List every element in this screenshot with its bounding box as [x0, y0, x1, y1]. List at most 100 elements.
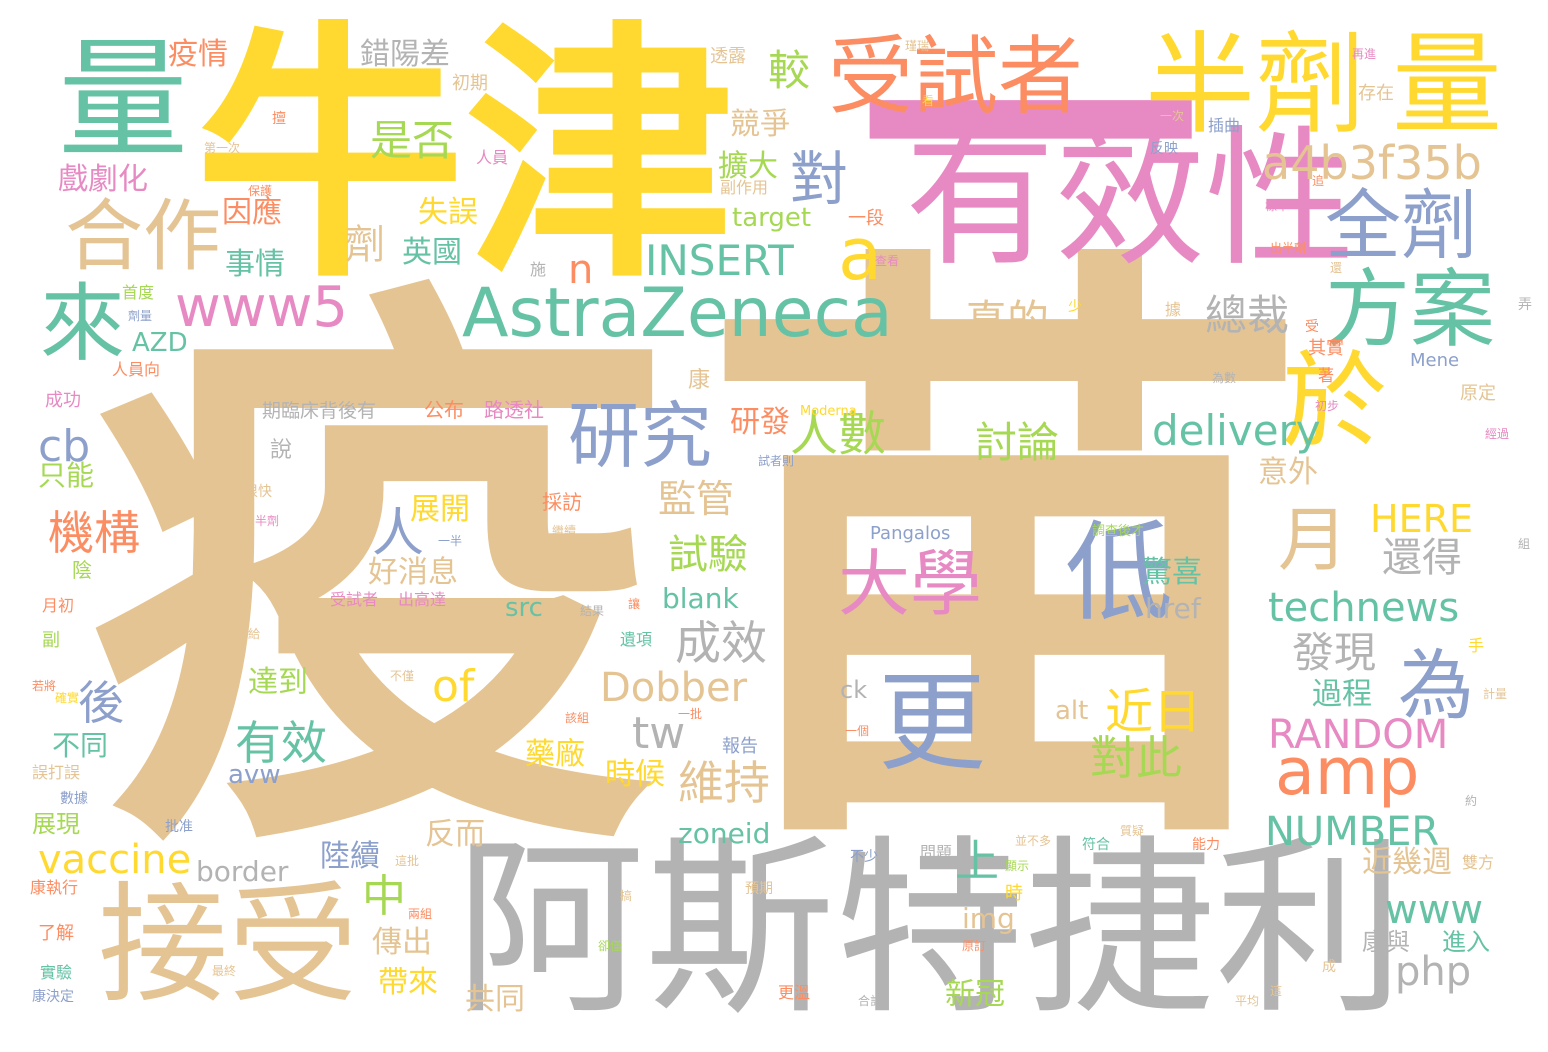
word: 保護 [248, 184, 273, 198]
word: 傳出 [372, 925, 432, 960]
word: 成效 [675, 616, 767, 670]
word: 最終 [212, 964, 237, 978]
word: 中 [362, 871, 406, 922]
word: 該組 [565, 711, 590, 725]
word: 試驗 [668, 532, 748, 578]
word: 較 [768, 46, 811, 95]
word: 於 [1282, 341, 1388, 463]
word: 能力 [1192, 837, 1220, 853]
word: tw [632, 708, 686, 759]
word: 競爭 [730, 107, 790, 142]
word: 藥廠 [525, 737, 585, 772]
word: 量 [1392, 21, 1502, 149]
word: HERE [1370, 497, 1473, 541]
word: 其實 [1308, 338, 1344, 359]
word: 少 [1068, 299, 1082, 315]
word: 達到 [248, 665, 308, 700]
word: 成 [1322, 959, 1336, 975]
word: border [196, 855, 289, 888]
word: 批准 [165, 819, 193, 835]
word: 有效 [235, 716, 327, 770]
word: 量 [58, 24, 189, 176]
word: 繼續 [552, 524, 577, 538]
word: 弄 [1518, 297, 1532, 313]
word: www [1385, 887, 1484, 933]
word: 真的 [965, 296, 1050, 345]
word: 這批 [395, 854, 420, 868]
word: src [505, 593, 543, 623]
word: 據 [1165, 300, 1182, 319]
word: 追 [1312, 174, 1325, 188]
word: AZD [132, 328, 188, 358]
word: blank [662, 582, 739, 615]
word: 劑量 [128, 309, 153, 323]
word: delivery [1152, 406, 1321, 455]
word: 約 [1465, 794, 1478, 808]
word: 這 [1270, 984, 1283, 998]
word: 初期 [452, 73, 488, 94]
word: 人 [372, 504, 425, 564]
word: 不同 [52, 729, 109, 762]
word: 一個 [845, 724, 870, 738]
word: 誤打誤 [32, 763, 81, 782]
word: 首度 [122, 283, 155, 302]
word: 來 [40, 275, 126, 374]
word: 人數 [790, 406, 887, 462]
word: 為數 [1212, 371, 1237, 385]
word: 對此 [1090, 731, 1182, 785]
word: 受試者 [828, 28, 1084, 127]
word: 顯示 [1005, 859, 1030, 873]
word: 近幾週 [1362, 845, 1452, 880]
word: 著 [1318, 366, 1335, 385]
word: 了解 [38, 923, 74, 944]
word: 不少 [850, 849, 878, 865]
word: 質疑 [1120, 824, 1145, 838]
word: 監管 [658, 477, 735, 521]
word: 數據 [60, 791, 88, 807]
word: 再進 [1352, 47, 1377, 61]
word: 副作用 [720, 178, 769, 197]
word: 方案 [1325, 261, 1496, 360]
word: 為 [1398, 641, 1474, 730]
word: 康 [688, 368, 711, 393]
word: 很快 [244, 484, 272, 500]
word: 實驗 [40, 963, 73, 982]
word: AstraZeneca [462, 274, 893, 353]
word: 合作 [65, 192, 222, 282]
word: 平均 [1235, 994, 1260, 1008]
word: 透露 [710, 46, 746, 67]
word: 維持 [678, 756, 770, 810]
word: 研究 [568, 394, 713, 478]
word: 搞 [620, 889, 633, 903]
word: 成功 [45, 390, 81, 411]
word: a [838, 212, 883, 296]
word: 調查後才 [1092, 524, 1145, 539]
word: cb [38, 421, 91, 472]
word: 卻僅 [598, 939, 623, 953]
word: 意外 [1258, 455, 1318, 490]
word: 展現 [32, 810, 80, 838]
word: 康執行 [30, 878, 79, 897]
word: 半劑 [1145, 21, 1365, 149]
word: 經過 [1485, 427, 1510, 441]
word: 路透社 [484, 398, 544, 422]
word: 人員向 [112, 360, 161, 379]
word: 戲劇化 [58, 162, 148, 197]
word: 一半 [438, 534, 463, 548]
word: 上 [955, 836, 999, 887]
word: 好消息 [368, 555, 458, 590]
word: 反而 [425, 817, 485, 852]
word: 大學 [838, 542, 983, 626]
word: 問題 [920, 843, 953, 862]
word: 結果 [580, 604, 605, 618]
word: 還得 [1382, 535, 1462, 581]
word: 低 [1065, 511, 1174, 636]
word: 康與 [1362, 928, 1410, 956]
word: 存在 [1358, 83, 1394, 104]
word: 劑 [345, 222, 385, 268]
word: 一 [860, 0, 1200, 333]
word: 半劑 [255, 514, 280, 528]
word: 施 [530, 260, 547, 279]
word: 月初 [42, 596, 75, 615]
